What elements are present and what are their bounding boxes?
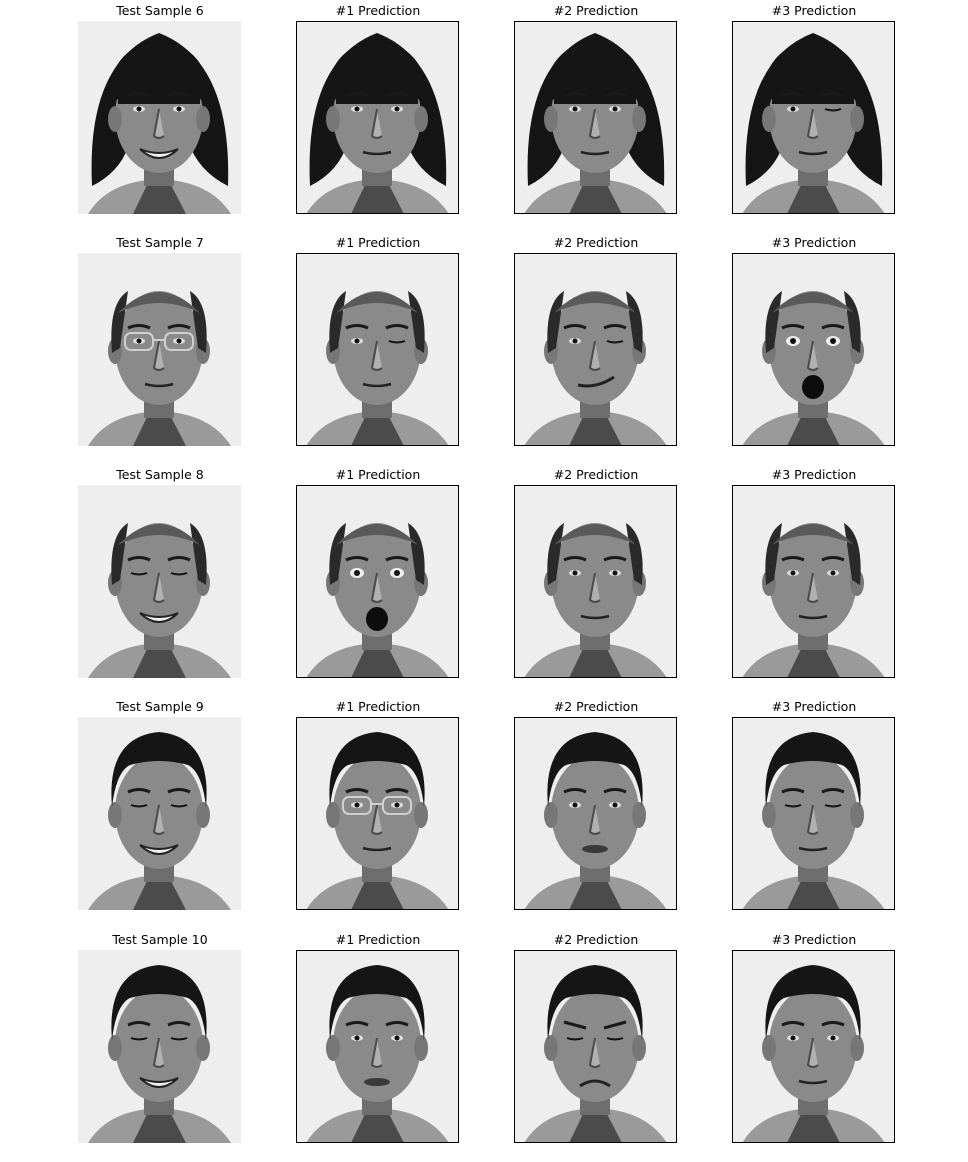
prediction-title: #2 Prediction: [553, 467, 639, 482]
prediction-face-image: [514, 485, 677, 678]
prediction-face-image: [732, 253, 895, 446]
prediction-title: #1 Prediction: [335, 3, 421, 18]
prediction-face-image: [732, 21, 895, 214]
prediction-title: #2 Prediction: [553, 932, 639, 947]
prediction-face-image: [296, 717, 459, 910]
test-face-image: [78, 717, 241, 910]
prediction-title: #2 Prediction: [553, 235, 639, 250]
prediction-face-image: [296, 485, 459, 678]
prediction-face-image: [732, 950, 895, 1143]
test-face-image: [78, 485, 241, 678]
prediction-title: #1 Prediction: [335, 699, 421, 714]
prediction-face-image: [732, 717, 895, 910]
prediction-title: #3 Prediction: [771, 932, 857, 947]
prediction-face-image: [514, 21, 677, 214]
prediction-face-image: [514, 950, 677, 1143]
test-face-image: [78, 253, 241, 446]
prediction-title: #3 Prediction: [771, 699, 857, 714]
prediction-title: #3 Prediction: [771, 467, 857, 482]
test-sample-title: Test Sample 10: [112, 932, 208, 947]
test-sample-title: Test Sample 8: [116, 467, 204, 482]
prediction-title: #2 Prediction: [553, 3, 639, 18]
prediction-face-image: [296, 950, 459, 1143]
prediction-title: #1 Prediction: [335, 235, 421, 250]
prediction-face-image: [514, 717, 677, 910]
test-sample-title: Test Sample 9: [116, 699, 204, 714]
prediction-title: #1 Prediction: [335, 467, 421, 482]
test-face-image: [78, 21, 241, 214]
prediction-face-image: [732, 485, 895, 678]
prediction-title: #2 Prediction: [553, 699, 639, 714]
test-sample-title: Test Sample 7: [116, 235, 204, 250]
prediction-face-image: [296, 21, 459, 214]
prediction-title: #1 Prediction: [335, 932, 421, 947]
test-sample-title: Test Sample 6: [116, 3, 204, 18]
prediction-title: #3 Prediction: [771, 3, 857, 18]
prediction-face-image: [296, 253, 459, 446]
test-face-image: [78, 950, 241, 1143]
prediction-face-image: [514, 253, 677, 446]
prediction-title: #3 Prediction: [771, 235, 857, 250]
